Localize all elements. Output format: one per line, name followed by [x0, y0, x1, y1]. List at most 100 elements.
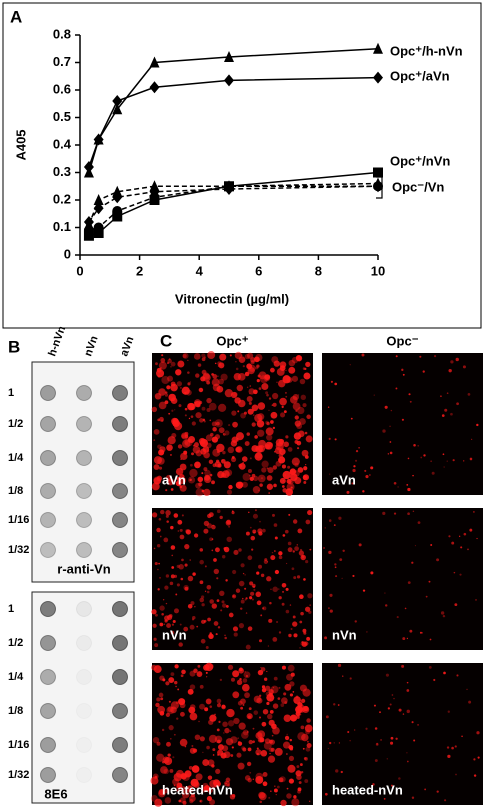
- speckle: [352, 574, 355, 578]
- row-label: 1/4: [8, 452, 24, 464]
- speckle: [212, 754, 215, 756]
- speckle: [189, 478, 192, 482]
- speckle: [187, 382, 191, 386]
- speckle: [186, 785, 194, 793]
- speckle: [157, 705, 166, 714]
- speckle: [297, 787, 302, 792]
- speckle: [298, 550, 305, 556]
- speckle: [177, 519, 183, 525]
- speckle: [206, 442, 212, 449]
- speckle: [303, 757, 307, 760]
- speckle: [285, 753, 288, 755]
- speckle: [255, 366, 259, 370]
- speckle: [262, 708, 269, 715]
- speckle: [354, 729, 356, 731]
- speckle: [423, 454, 426, 457]
- y-tick-label: 0.7: [53, 54, 71, 69]
- speckle: [258, 371, 267, 380]
- speckle: [411, 721, 414, 724]
- speckle: [267, 755, 276, 763]
- y-tick-label: 0.5: [53, 109, 71, 124]
- speckle: [206, 745, 210, 750]
- speckle: [202, 782, 209, 789]
- speckle: [237, 700, 243, 706]
- speckle: [305, 746, 311, 752]
- speckle: [299, 647, 301, 649]
- speckle: [219, 364, 222, 367]
- speckle: [334, 382, 338, 386]
- speckle: [280, 412, 286, 418]
- speckle: [342, 675, 344, 677]
- speckle: [417, 521, 421, 525]
- speckle: [163, 537, 169, 543]
- speckle: [235, 481, 244, 489]
- speckle: [358, 447, 360, 449]
- speckle: [171, 409, 174, 412]
- speckle: [242, 747, 247, 752]
- speckle: [227, 720, 235, 727]
- speckle: [232, 691, 240, 699]
- speckle: [281, 602, 285, 606]
- speckle: [284, 529, 289, 534]
- speckle: [290, 486, 293, 489]
- speckle: [293, 576, 297, 580]
- speckle: [216, 443, 225, 453]
- speckle: [201, 472, 204, 475]
- speckle: [262, 528, 266, 533]
- speckle: [217, 365, 220, 367]
- speckle: [203, 520, 210, 527]
- speckle: [156, 753, 165, 762]
- speckle: [453, 571, 456, 574]
- x-tick-label: 0: [76, 263, 83, 278]
- speckle: [247, 777, 252, 783]
- speckle: [187, 359, 189, 362]
- speckle: [476, 423, 479, 427]
- speckle: [277, 697, 281, 700]
- speckle: [168, 677, 175, 683]
- speckle: [353, 465, 356, 468]
- speckle: [160, 509, 165, 515]
- speckle: [201, 369, 207, 375]
- speckle: [255, 353, 263, 362]
- x-tick-label: 4: [196, 263, 204, 278]
- speckle: [231, 746, 234, 749]
- speckle: [289, 470, 295, 476]
- speckle: [301, 733, 309, 742]
- speckle: [299, 620, 303, 624]
- speckle: [164, 585, 169, 590]
- speckle: [212, 748, 216, 752]
- speckle: [477, 756, 480, 759]
- speckle: [180, 674, 184, 678]
- speckle: [170, 361, 176, 367]
- speckle: [165, 514, 169, 518]
- speckle: [454, 745, 457, 748]
- speckle: [168, 700, 171, 703]
- speckle: [235, 446, 241, 453]
- speckle: [283, 714, 292, 722]
- speckle: [165, 574, 170, 578]
- speckle: [309, 604, 311, 606]
- image-label: nVn: [332, 627, 357, 642]
- speckle: [342, 549, 345, 553]
- speckle: [278, 631, 282, 634]
- speckle: [304, 367, 307, 371]
- marker: [83, 161, 94, 173]
- speckle: [258, 564, 263, 569]
- speckle: [167, 706, 174, 713]
- speckle: [191, 765, 200, 773]
- y-tick-label: 0.3: [53, 164, 71, 179]
- speckle: [467, 548, 469, 551]
- blot-dot: [76, 669, 92, 685]
- speckle: [298, 781, 302, 785]
- speckle: [211, 603, 218, 609]
- speckle: [295, 770, 302, 777]
- speckle: [189, 704, 196, 710]
- speckle: [289, 738, 293, 742]
- speckle: [244, 574, 246, 576]
- speckle: [304, 757, 308, 761]
- speckle: [246, 352, 254, 359]
- speckle: [201, 353, 206, 358]
- speckle: [224, 636, 227, 640]
- speckle: [242, 678, 248, 683]
- speckle: [178, 642, 183, 647]
